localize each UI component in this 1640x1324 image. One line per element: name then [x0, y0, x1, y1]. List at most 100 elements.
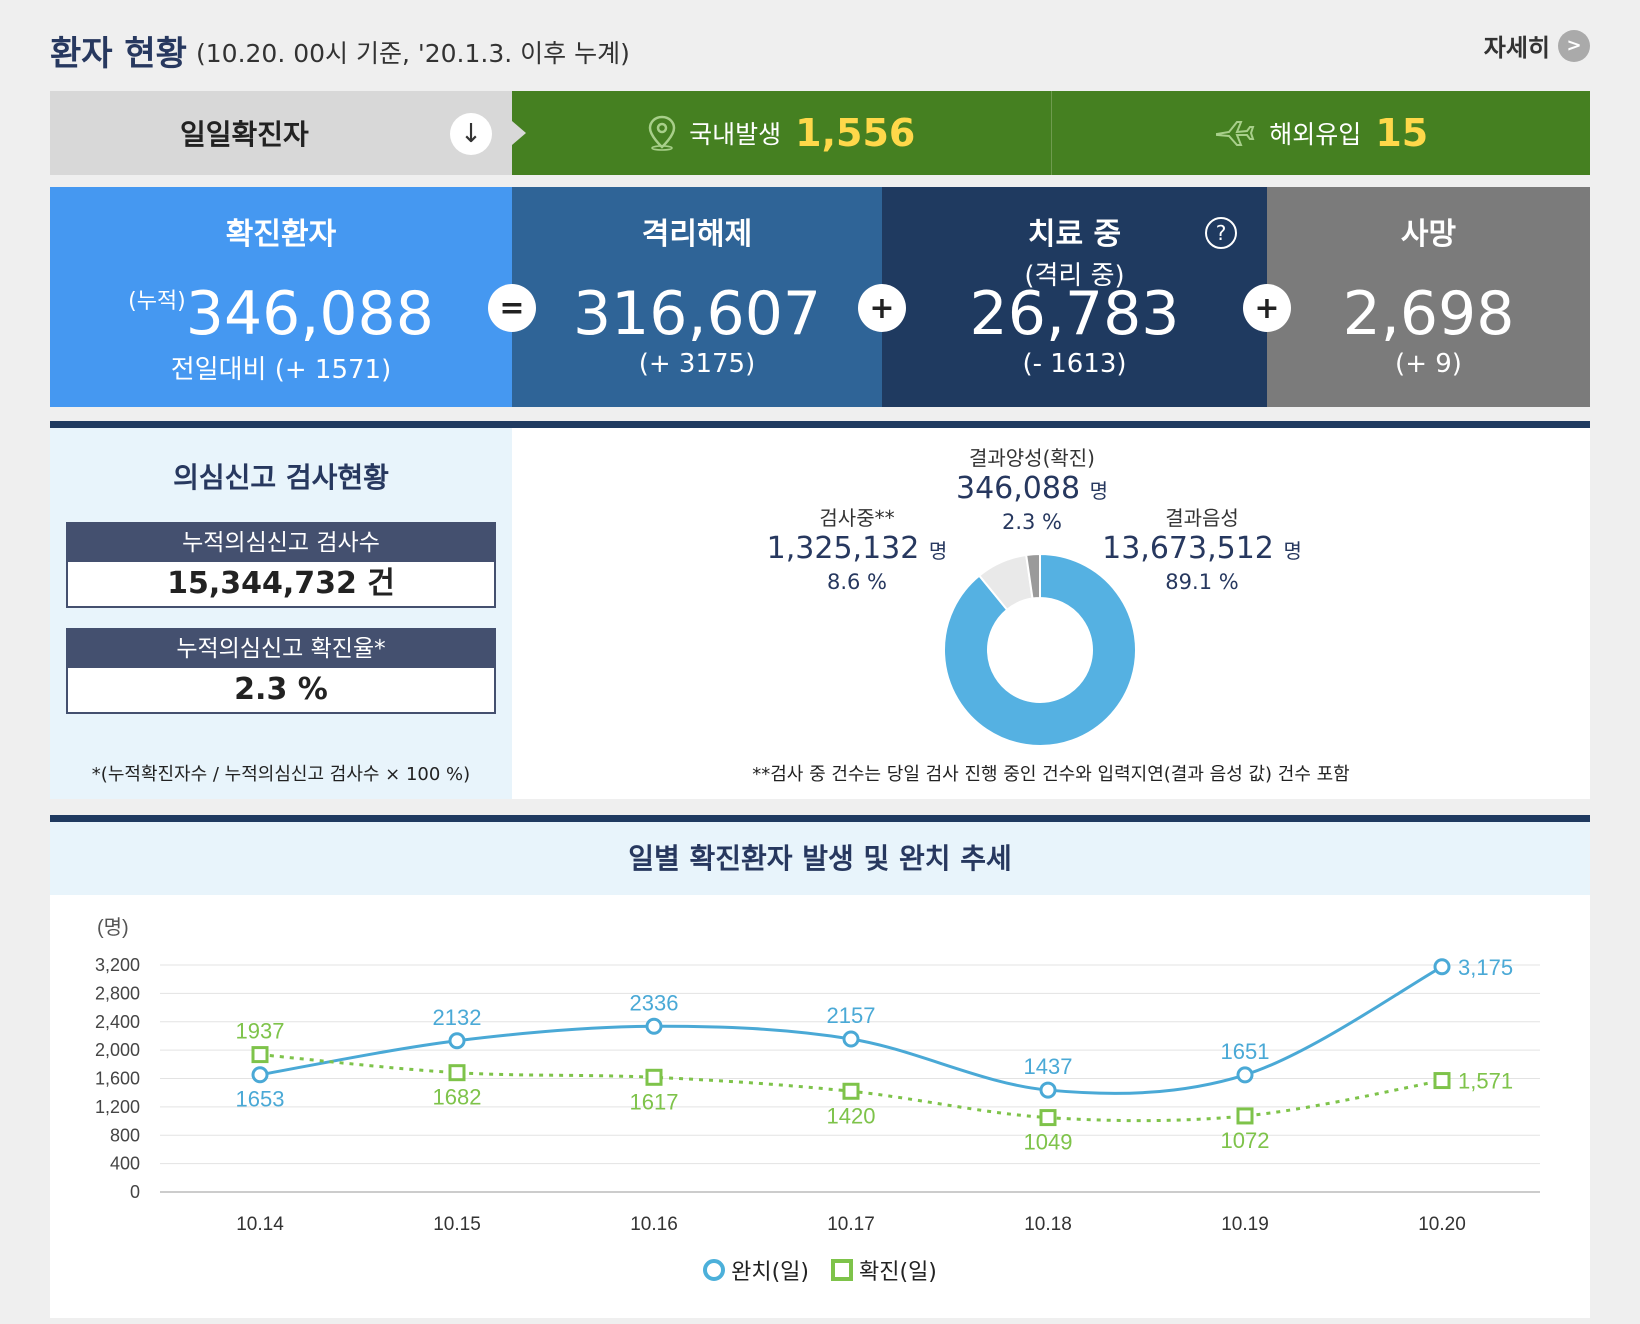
daily-confirmed-label-box[interactable]: 일일확진자 ↓: [50, 91, 512, 175]
pie-label-positive: 결과양성(확진) 346,088 명 2.3 %: [917, 442, 1147, 534]
legend-confirmed-label: 확진(일): [859, 1260, 937, 1285]
data-point[interactable]: [842, 1030, 860, 1048]
rate-footnote: *(누적확진자수 / 누적의심신고 검사수 × 100 %): [91, 764, 471, 785]
data-point[interactable]: [645, 1068, 663, 1086]
pie-label-negative-unit: 명: [1283, 539, 1302, 563]
data-label: 1049: [1024, 1130, 1073, 1155]
data-point[interactable]: [1433, 958, 1451, 976]
treating-title: 치료 중: [1027, 217, 1122, 252]
confirmed-value-line: (누적)346,088: [50, 279, 512, 349]
square-marker-icon: [831, 1259, 853, 1281]
data-point[interactable]: [645, 1017, 663, 1035]
data-point[interactable]: [842, 1082, 860, 1100]
chevron-right-icon: >: [1558, 29, 1590, 62]
y-tick-label: 1,200: [95, 1097, 140, 1117]
data-point[interactable]: [1039, 1109, 1057, 1127]
arrow-down-icon[interactable]: ↓: [450, 113, 492, 155]
data-label: 1617: [630, 1089, 679, 1114]
pie-label-testing-percent: 8.6 %: [826, 570, 888, 594]
daily-confirmed-label: 일일확진자: [180, 118, 309, 151]
testing-heading: 의심신고 검사현황: [173, 461, 389, 494]
pie-label-positive-percent: 2.3 %: [1001, 510, 1063, 534]
chart-legend: 완치(일) 확진(일): [50, 1254, 1590, 1286]
donut-slice[interactable]: [943, 552, 1137, 747]
positive-rate-label: 누적의심신고 확진율*: [68, 630, 494, 668]
y-tick-label: 0: [130, 1182, 140, 1202]
treating-diff: (- 1613): [1022, 349, 1127, 379]
legend-item-confirmed[interactable]: 확진(일): [831, 1254, 937, 1286]
data-label: 1437: [1024, 1054, 1073, 1079]
testing-panel: 의심신고 검사현황 누적의심신고 검사수 15,344,732 건 누적의심신고…: [50, 421, 1590, 799]
more-link[interactable]: 자세히 >: [1484, 28, 1590, 63]
pie-label-testing-value: 1,325,132: [766, 531, 920, 566]
circle-marker-icon: [703, 1259, 726, 1281]
y-tick-label: 1,600: [95, 1069, 140, 1089]
pie-label-testing-name: 검사중**: [819, 506, 895, 530]
data-label: 1651: [1221, 1039, 1270, 1064]
series-line: [259, 965, 1443, 1095]
data-label: 1653: [236, 1087, 285, 1112]
confirmed-title: 확진환자: [225, 217, 337, 252]
total-tests-label: 누적의심신고 검사수: [68, 524, 494, 562]
released-value: 316,607: [572, 279, 822, 349]
deaths-title: 사망: [1400, 217, 1457, 252]
pie-label-positive-value: 346,088: [955, 471, 1081, 506]
x-tick-label: 10.17: [827, 1214, 875, 1235]
data-point[interactable]: [1236, 1107, 1254, 1125]
data-label: 2132: [433, 1005, 482, 1030]
overseas-label: 해외유입: [1269, 120, 1362, 149]
pie-label-testing: 검사중** 1,325,132 명 8.6 %: [737, 502, 977, 594]
x-tick-label: 10.15: [433, 1214, 481, 1235]
deaths-diff: (+ 9): [1395, 349, 1462, 379]
data-point[interactable]: [1236, 1066, 1254, 1084]
testing-summary: 의심신고 검사현황 누적의심신고 검사수 15,344,732 건 누적의심신고…: [50, 428, 512, 799]
donut-slice[interactable]: [1025, 552, 1041, 600]
released-stat: 격리해제 316,607 (+ 3175): [512, 187, 882, 407]
y-tick-label: 2,800: [95, 983, 140, 1003]
y-tick-label: 2,000: [95, 1040, 140, 1060]
x-tick-label: 10.14: [236, 1214, 284, 1235]
confirmed-prefix: (누적): [128, 289, 186, 314]
y-tick-label: 400: [110, 1154, 140, 1174]
data-point[interactable]: [448, 1064, 466, 1082]
treating-stat: 치료 중 (격리 중) ? 26,783 (- 1613): [882, 187, 1267, 407]
treating-subtitle: (격리 중): [1024, 261, 1125, 291]
daily-breakdown: 국내발생 1,556 해외유입 15: [512, 91, 1590, 175]
map-pin-icon: [648, 115, 676, 151]
data-point[interactable]: [251, 1046, 269, 1064]
plus-operator-2: +: [1243, 284, 1291, 332]
overseas-cell: 해외유입 15: [1050, 91, 1591, 175]
total-tests-value: 15,344,732 건: [167, 566, 395, 601]
equals-operator: =: [488, 284, 536, 332]
confirmed-value: 346,088: [185, 279, 434, 349]
testing-donut-area: 결과양성(확진) 346,088 명 2.3 % 검사중** 1,325,132…: [512, 428, 1590, 799]
deaths-stat: 사망 2,698 (+ 9): [1267, 187, 1590, 407]
x-tick-label: 10.20: [1418, 1214, 1466, 1235]
data-label: 1420: [827, 1103, 876, 1128]
pie-footnote: **검사 중 건수는 당일 검사 진행 중인 건수와 입력지연(결과 음성 값)…: [752, 764, 1350, 785]
domestic-cell: 국내발생 1,556: [512, 91, 1051, 175]
chart-title: 일별 확진환자 발생 및 완치 추세: [50, 822, 1590, 895]
treating-value: 26,783: [969, 279, 1180, 349]
total-tests-box: 누적의심신고 검사수 15,344,732 건: [66, 522, 496, 608]
data-label: 1072: [1221, 1128, 1270, 1153]
data-point[interactable]: [1433, 1072, 1451, 1090]
more-link-label: 자세히: [1483, 34, 1550, 62]
data-point[interactable]: [1039, 1081, 1057, 1099]
page-title: 환자 현황: [50, 34, 187, 74]
data-label: 3,175: [1458, 955, 1513, 980]
plus-operator-1: +: [858, 284, 906, 332]
data-label: 2157: [827, 1003, 876, 1028]
donut-chart: [943, 552, 1137, 747]
data-point[interactable]: [251, 1066, 269, 1084]
pie-label-testing-unit: 명: [928, 539, 948, 563]
y-tick-label: 800: [110, 1125, 140, 1145]
help-icon[interactable]: ?: [1205, 217, 1237, 249]
released-title: 격리해제: [641, 217, 753, 252]
data-point[interactable]: [448, 1032, 466, 1050]
airplane-icon: [1216, 121, 1255, 146]
legend-item-recovered[interactable]: 완치(일): [703, 1254, 809, 1286]
confirmed-diff: 전일대비 (+ 1571): [170, 355, 392, 385]
domestic-label: 국내발생: [689, 120, 782, 149]
trend-chart: (명) 0 400 800 1,200 1,600 2,000 2,400 2,800 3,200…: [95, 916, 1540, 1235]
